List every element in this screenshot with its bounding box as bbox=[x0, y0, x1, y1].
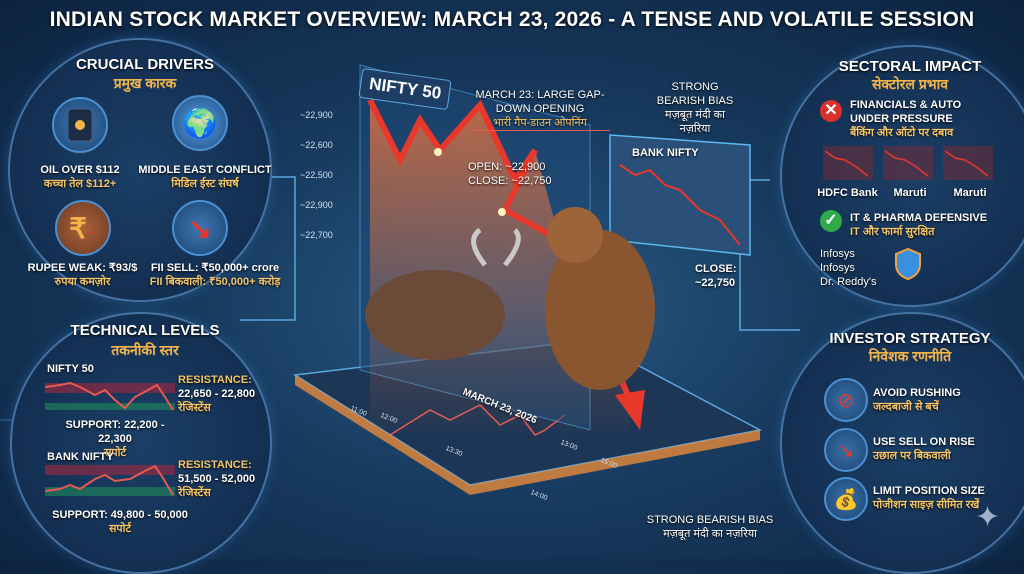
driver-rupee: RUPEE WEAK: ₹93/$ रुपया कमज़ोर bbox=[27, 262, 138, 288]
strategy-item: USE SELL ON RISE उछाल पर बिकवाली bbox=[873, 436, 975, 462]
strategy-item: LIMIT POSITION SIZE पोजीशन साइज़ सीमित रख… bbox=[873, 485, 985, 511]
bull-illustration bbox=[365, 270, 505, 360]
bull-horns bbox=[471, 227, 521, 267]
center-illustration bbox=[292, 64, 763, 495]
bear-illustration bbox=[545, 230, 655, 390]
rupee-down-icon: ₹ ↓ bbox=[55, 200, 111, 256]
bank-nifty-label: BANK NIFTY bbox=[47, 451, 114, 463]
strategy-title-hi: निवेशक रणनीति bbox=[868, 348, 952, 364]
shield-icon bbox=[895, 248, 921, 280]
stock-mini-charts bbox=[823, 146, 993, 180]
y-tick: ~22,500 bbox=[300, 170, 333, 180]
y-axis-ticks: ~22,900 ~22,600 ~22,500 ~22,900 ~22,700 bbox=[300, 100, 333, 250]
bank-nifty-chart-title: BANK NIFTY bbox=[632, 147, 699, 159]
no-entry-icon: ⊘ bbox=[824, 378, 868, 422]
driver-middle-east: MIDDLE EAST CONFLICT मिडिल ईस्ट संघर्ष bbox=[138, 164, 272, 190]
sectoral-title-hi: सेक्टोरल प्रभाव bbox=[871, 76, 949, 92]
globe-conflict-icon: 🌍 bbox=[172, 95, 228, 151]
drivers-title: CRUCIAL DRIVERS bbox=[75, 56, 215, 73]
positive-sectors: IT & PHARMA DEFENSIVE IT और फार्मा सुरक्ष… bbox=[850, 212, 988, 238]
bias-top-label: STRONG BEARISH BIAS मज़बूत मंदी का नज़रिय… bbox=[656, 81, 734, 135]
technical-title-hi: तकनीकी स्तर bbox=[111, 342, 179, 358]
check-circle-icon: ✓ bbox=[820, 210, 842, 232]
y-tick: ~22,600 bbox=[300, 140, 333, 150]
investor-strategy-panel bbox=[780, 312, 1024, 574]
trend-down-icon: ↘ bbox=[824, 428, 868, 472]
stock-label: HDFC Bank bbox=[817, 187, 878, 199]
oil-barrel-icon bbox=[52, 97, 108, 153]
driver-oil: OIL OVER $112 कच्चा तेल $112+ bbox=[40, 164, 120, 190]
open-marker bbox=[434, 148, 442, 156]
arrow-head bbox=[615, 390, 645, 430]
y-tick: ~22,900 bbox=[300, 200, 333, 210]
y-tick: ~22,900 bbox=[300, 110, 333, 120]
page-title: INDIAN STOCK MARKET OVERVIEW: MARCH 23, … bbox=[49, 8, 975, 31]
driver-fii: FII SELL: ₹50,000+ crore FII बिकवाली: ₹50… bbox=[149, 262, 281, 288]
sparkle-icon: ✦ bbox=[975, 501, 1001, 534]
strategy-title: INVESTOR STRATEGY bbox=[829, 330, 991, 347]
technical-levels-panel bbox=[10, 312, 272, 574]
nifty-resistance: RESISTANCE: 22,650 - 22,800 रेजिस्टेंस bbox=[178, 374, 256, 414]
bank-nifty-close: CLOSE: ~22,750 bbox=[695, 263, 737, 289]
open-close-label: OPEN: ~22,900 CLOSE: ~22,750 bbox=[468, 161, 552, 187]
x-circle-icon: ✕ bbox=[820, 100, 842, 122]
bank-nifty-line bbox=[619, 164, 741, 246]
stock-label: Maruti bbox=[893, 187, 927, 199]
negative-sectors: FINANCIALS & AUTO UNDER PRESSURE बैंकिंग … bbox=[850, 99, 962, 139]
bank-nifty-support: SUPPORT: 49,800 - 50,000 सपोर्ट bbox=[52, 509, 188, 535]
nifty-support: SUPPORT: 22,200 - 22,300 सपोर्ट bbox=[65, 419, 165, 459]
drivers-title-hi: प्रमुख कारक bbox=[113, 75, 177, 91]
crucial-drivers-panel bbox=[8, 38, 272, 302]
bank-nifty-technical-chart bbox=[45, 464, 175, 496]
nifty-technical-chart bbox=[45, 381, 175, 411]
bank-nifty-resistance: RESISTANCE: 51,500 - 52,000 रेजिस्टेंस bbox=[178, 459, 256, 499]
bias-bottom-label: STRONG BEARISH BIAS मज़बूत मंदी का नज़रिय… bbox=[646, 514, 774, 540]
money-bag-icon: 💰 bbox=[824, 477, 868, 521]
technical-title: TECHNICAL LEVELS bbox=[70, 322, 220, 339]
sectoral-title: SECTORAL IMPACT bbox=[838, 58, 982, 75]
trend-down-icon: ↘ bbox=[172, 200, 228, 256]
close-marker bbox=[498, 208, 506, 216]
nifty-label: NIFTY 50 bbox=[47, 363, 94, 375]
stock-label: Maruti bbox=[953, 187, 987, 199]
gap-down-note: MARCH 23: LARGE GAP-DOWN OPENING भारी गैप… bbox=[470, 88, 610, 131]
y-tick: ~22,700 bbox=[300, 230, 333, 240]
strategy-item: AVOID RUSHING जल्दबाजी से बचें bbox=[873, 387, 961, 413]
defensive-stocks: Infosys Infosys Dr. Reddy's bbox=[820, 248, 877, 288]
bank-nifty-chart-panel bbox=[609, 134, 751, 256]
